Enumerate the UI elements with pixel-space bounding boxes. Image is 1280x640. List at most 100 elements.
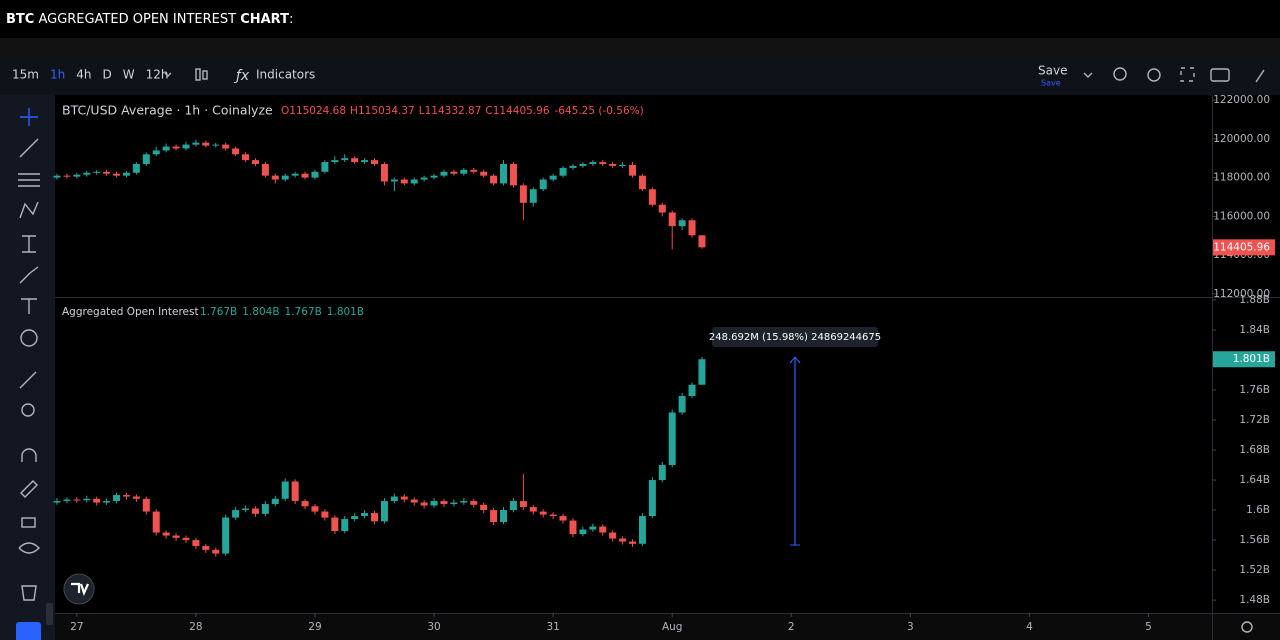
candle-body bbox=[678, 395, 686, 413]
candle-body bbox=[53, 501, 61, 503]
lock-draw-tool[interactable] bbox=[20, 480, 38, 498]
candle-body bbox=[529, 507, 537, 512]
candle-body bbox=[390, 496, 398, 502]
candle-body bbox=[281, 481, 289, 499]
candle-body bbox=[261, 164, 269, 176]
collapse-handle[interactable] bbox=[46, 603, 53, 625]
x-tick-label: 4 bbox=[1026, 621, 1033, 633]
candle-body bbox=[519, 185, 527, 203]
lock-tool[interactable] bbox=[21, 517, 36, 528]
interval-button[interactable]: 12h bbox=[146, 68, 169, 82]
x-tick-label: 2 bbox=[788, 621, 795, 633]
candle-body bbox=[122, 495, 130, 497]
candle-body bbox=[440, 171, 448, 176]
trash-tool[interactable] bbox=[21, 585, 37, 601]
fib-tool[interactable] bbox=[18, 173, 40, 187]
camera-icon[interactable] bbox=[1210, 68, 1230, 82]
ruler-tool[interactable] bbox=[19, 371, 37, 389]
plot bbox=[53, 139, 706, 557]
candle-body bbox=[152, 511, 160, 533]
zoom-tool[interactable] bbox=[21, 403, 35, 417]
interval-button[interactable]: 15m bbox=[12, 68, 39, 82]
y-tick-label: 116000.00 bbox=[1213, 210, 1270, 222]
candle-body bbox=[688, 384, 696, 396]
legend-value: 115034.37 bbox=[358, 105, 415, 117]
candle-body bbox=[331, 160, 339, 163]
interval-button[interactable]: W bbox=[123, 68, 135, 82]
candle-body bbox=[668, 412, 676, 466]
candle-body bbox=[222, 517, 230, 554]
last-value-badge bbox=[1213, 239, 1275, 256]
interval-button[interactable]: D bbox=[102, 68, 111, 82]
save-button[interactable]: Save bbox=[1038, 64, 1067, 78]
candle-body bbox=[648, 189, 656, 205]
candle-body bbox=[182, 537, 190, 541]
interval-button[interactable]: 4h bbox=[76, 68, 91, 82]
candle-body bbox=[609, 164, 617, 166]
candle-body bbox=[271, 498, 279, 505]
candle-body bbox=[460, 169, 468, 174]
legend-prefix: L bbox=[419, 105, 425, 117]
candle-type-icon[interactable] bbox=[195, 68, 208, 81]
candle-body bbox=[371, 513, 379, 522]
candle-body bbox=[202, 546, 210, 550]
x-tick-label: 27 bbox=[70, 621, 83, 633]
candle-body bbox=[549, 175, 557, 180]
candle-body bbox=[321, 162, 329, 172]
pattern-tool[interactable] bbox=[19, 201, 39, 219]
candle-body bbox=[380, 501, 388, 522]
price-legend-title: BTC/USD Average · 1h · Coinalyze bbox=[62, 103, 273, 118]
y-tick-label: 120000.00 bbox=[1213, 133, 1270, 145]
toolbar bbox=[0, 58, 1280, 95]
measure-tool[interactable] bbox=[22, 235, 36, 253]
interval-dropdown[interactable] bbox=[164, 72, 172, 77]
candle-body bbox=[261, 504, 269, 514]
candle-body bbox=[420, 502, 428, 506]
y-tick-label: 1.56B bbox=[1239, 534, 1270, 546]
candle-body bbox=[73, 174, 81, 177]
x-tick-label: Aug bbox=[662, 621, 683, 633]
candle-body bbox=[152, 150, 160, 155]
candle-body bbox=[83, 498, 91, 501]
candle-body bbox=[371, 160, 379, 165]
crosshair-tool[interactable] bbox=[20, 108, 38, 126]
candle-body bbox=[182, 144, 190, 149]
candle-body bbox=[668, 212, 676, 227]
candle-body bbox=[53, 175, 61, 178]
text-tool[interactable] bbox=[21, 298, 37, 314]
candle-body bbox=[271, 175, 279, 180]
line-tool[interactable] bbox=[19, 138, 39, 158]
candle-body bbox=[232, 148, 240, 155]
candle-body bbox=[619, 164, 627, 166]
candle-body bbox=[470, 169, 478, 172]
candle-body bbox=[549, 514, 557, 517]
eye-tool[interactable] bbox=[18, 542, 40, 554]
legend-prefix: C bbox=[485, 105, 492, 117]
axis-settings-icon[interactable] bbox=[1241, 621, 1253, 633]
candle-body bbox=[500, 510, 508, 523]
y-tick-label: 122000.00 bbox=[1213, 94, 1270, 106]
y-tick-label: 1.76B bbox=[1239, 384, 1270, 396]
interval-button[interactable]: 1h bbox=[50, 68, 65, 82]
candle-body bbox=[539, 179, 547, 190]
publish-icon[interactable] bbox=[1255, 69, 1265, 83]
legend-value: 1.804B bbox=[242, 306, 279, 318]
candle-body bbox=[490, 510, 498, 523]
fullscreen-icon[interactable] bbox=[1180, 67, 1195, 82]
candle-body bbox=[480, 504, 488, 511]
candle-body bbox=[351, 516, 359, 520]
candle-body bbox=[450, 502, 458, 505]
emoji-tool[interactable] bbox=[20, 329, 38, 347]
search-icon[interactable] bbox=[1113, 67, 1127, 81]
dropdown-icon[interactable] bbox=[1083, 72, 1093, 78]
legend-value: 1.767B bbox=[285, 306, 322, 318]
brush-tool[interactable] bbox=[19, 266, 39, 284]
oi-legend: 1.767B 1.804B 1.767B 1.801B bbox=[200, 306, 364, 318]
favorites-tool[interactable] bbox=[16, 622, 41, 640]
candle-body bbox=[212, 144, 220, 146]
indicators-button[interactable]: Indicators bbox=[256, 68, 315, 82]
settings-icon[interactable] bbox=[1147, 68, 1161, 82]
y-tick-label: 1.48B bbox=[1239, 594, 1270, 606]
magnet-tool[interactable] bbox=[21, 448, 37, 462]
y-tick-label: 1.64B bbox=[1239, 474, 1270, 486]
